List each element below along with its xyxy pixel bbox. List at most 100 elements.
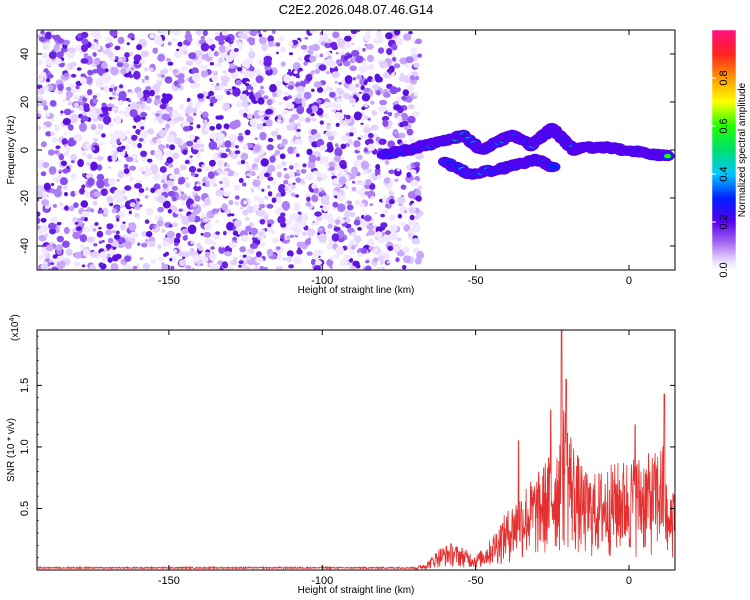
noise-speckle: [311, 183, 318, 190]
noise-speckle: [167, 61, 174, 66]
noise-speckle: [365, 260, 370, 264]
noise-speckle: [73, 102, 80, 108]
noise-speckle: [282, 109, 289, 115]
noise-speckle: [375, 266, 382, 270]
noise-speckle: [146, 128, 155, 135]
noise-speckle: [96, 179, 105, 189]
noise-speckle: [55, 244, 63, 251]
noise-speckle: [223, 123, 230, 130]
noise-speckle: [293, 70, 298, 74]
noise-speckle: [184, 32, 192, 41]
heatmap-x-tick-label: -100: [311, 275, 333, 287]
noise-speckle: [52, 203, 58, 208]
noise-speckle: [329, 256, 335, 261]
noise-speckle: [177, 188, 182, 194]
noise-speckle: [96, 230, 104, 238]
noise-speckle: [413, 161, 421, 167]
noise-speckle: [111, 250, 116, 256]
noise-speckle: [412, 223, 420, 232]
noise-speckle: [335, 245, 344, 256]
noise-speckle: [206, 37, 214, 46]
noise-speckle: [373, 247, 379, 254]
noise-speckle: [195, 30, 202, 36]
noise-speckle: [382, 209, 389, 215]
noise-speckle: [37, 228, 45, 234]
noise-speckle: [374, 211, 378, 215]
noise-speckle: [284, 218, 293, 226]
noise-speckle: [90, 161, 98, 171]
noise-speckle: [314, 53, 320, 58]
noise-speckle: [209, 167, 215, 172]
noise-speckle: [139, 97, 145, 102]
noise-speckle: [411, 111, 421, 117]
noise-speckle: [334, 218, 341, 225]
noise-speckle: [117, 170, 125, 179]
noise-speckle: [55, 145, 61, 150]
noise-speckle: [257, 30, 261, 34]
noise-speckle: [50, 60, 56, 65]
noise-speckle: [280, 234, 285, 240]
noise-speckle: [313, 187, 319, 194]
noise-speckle: [417, 53, 422, 58]
noise-speckle: [351, 42, 355, 46]
noise-speckle: [352, 260, 360, 267]
noise-speckle: [63, 108, 72, 116]
noise-speckle: [314, 211, 322, 217]
noise-speckle: [364, 147, 368, 153]
noise-speckle: [331, 130, 338, 136]
noise-speckle: [414, 215, 420, 220]
noise-speckle: [182, 126, 190, 132]
noise-speckle: [40, 141, 47, 148]
noise-speckle: [49, 241, 54, 245]
noise-speckle: [403, 140, 408, 144]
snr-x-tick-label: -100: [311, 575, 333, 587]
noise-speckle: [196, 263, 200, 267]
noise-speckle: [387, 111, 393, 117]
noise-speckle: [181, 44, 188, 51]
noise-speckle: [173, 117, 180, 123]
noise-speckle: [278, 183, 286, 194]
noise-speckle: [42, 251, 47, 257]
noise-speckle: [396, 87, 401, 93]
noise-speckle: [96, 173, 105, 181]
noise-speckle: [415, 75, 420, 81]
noise-speckle: [198, 246, 204, 251]
noise-speckle: [279, 153, 286, 160]
noise-speckle: [319, 53, 324, 58]
noise-speckle: [253, 195, 260, 201]
noise-speckle: [356, 146, 361, 151]
noise-speckle: [321, 212, 328, 219]
noise-speckle: [185, 60, 194, 66]
noise-speckle: [118, 84, 124, 89]
noise-speckle: [178, 259, 186, 267]
noise-speckle: [306, 196, 311, 202]
noise-speckle: [57, 37, 64, 44]
noise-speckle: [224, 140, 232, 148]
heatmap-y-tick-label: 40: [19, 48, 31, 60]
noise-speckle: [40, 30, 45, 35]
noise-speckle: [140, 126, 145, 130]
noise-speckle: [250, 227, 259, 235]
noise-speckle: [402, 247, 407, 252]
noise-speckle: [100, 188, 108, 196]
noise-speckle: [276, 196, 282, 203]
noise-speckle: [222, 176, 230, 182]
noise-speckle: [92, 69, 99, 74]
noise-speckle: [288, 264, 294, 269]
noise-speckle: [265, 108, 274, 115]
noise-speckle: [237, 66, 243, 72]
noise-speckle: [365, 178, 372, 186]
noise-speckle: [243, 266, 251, 270]
noise-speckle: [183, 252, 191, 258]
noise-speckle: [410, 47, 418, 56]
noise-speckle: [140, 150, 148, 157]
noise-speckle: [220, 152, 228, 159]
noise-speckle: [367, 169, 373, 174]
noise-speckle: [365, 43, 374, 50]
noise-speckle: [114, 234, 120, 240]
noise-speckle: [391, 245, 401, 253]
noise-speckle: [92, 137, 99, 143]
noise-speckle: [243, 107, 250, 113]
noise-speckle: [396, 97, 402, 103]
noise-speckle: [234, 219, 242, 228]
